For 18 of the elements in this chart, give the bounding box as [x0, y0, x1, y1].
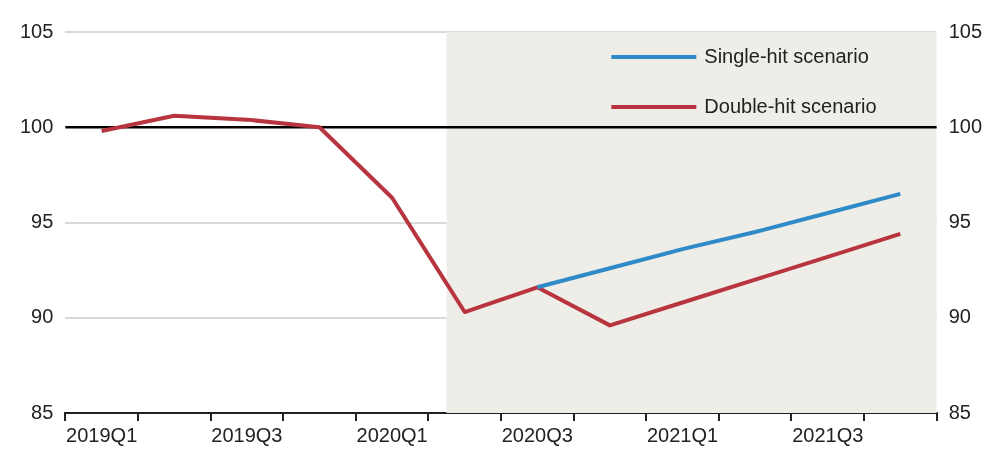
y2-tick-label: 85 [948, 400, 971, 423]
legend-label: Single-hit scenario [704, 44, 869, 67]
x-tick-label: 2019Q3 [211, 423, 283, 446]
y-tick-label: 90 [31, 305, 54, 328]
y-tick-label: 100 [19, 114, 54, 137]
x-tick-label: 2019Q1 [66, 423, 138, 446]
x-tick-label: 2020Q1 [356, 423, 428, 446]
legend-label: Double-hit scenario [704, 94, 877, 117]
x-tick-label: 2020Q3 [501, 423, 573, 446]
y-tick-label: 95 [31, 210, 54, 233]
y2-tick-label: 95 [948, 210, 971, 233]
y2-tick-label: 90 [948, 305, 971, 328]
y2-tick-label: 100 [948, 114, 983, 137]
y-tick-label: 105 [19, 19, 54, 42]
y-tick-label: 85 [31, 400, 54, 423]
x-tick-label: 2021Q3 [792, 423, 864, 446]
y2-tick-label: 105 [948, 19, 983, 42]
x-tick-label: 2021Q1 [646, 423, 719, 446]
